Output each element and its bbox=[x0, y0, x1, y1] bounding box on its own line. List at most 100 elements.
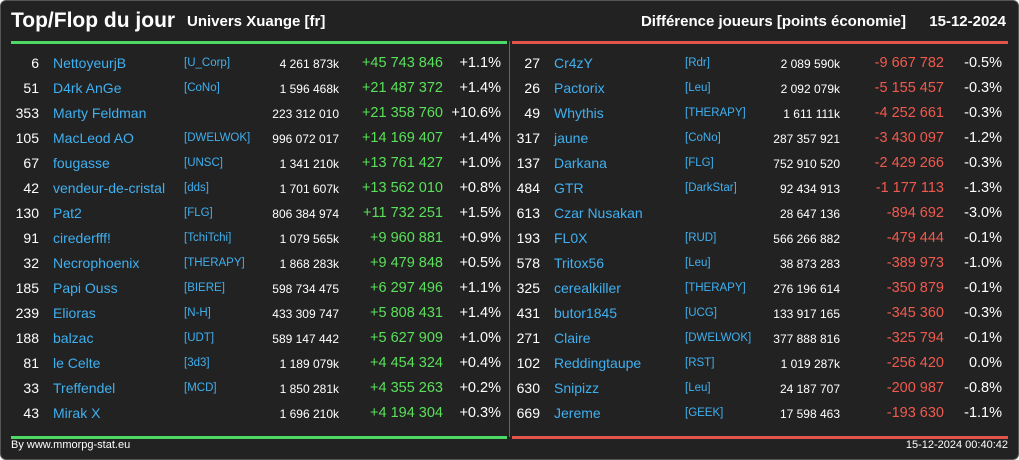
table-row: 6 NettoyeurjB [U_Corp] 4 261 873k +45 743 84… bbox=[11, 51, 507, 76]
player-name-link[interactable]: Snipizz bbox=[554, 380, 600, 396]
percent-cell: +1.4% bbox=[459, 305, 501, 321]
points-cell: 377 888 816 bbox=[773, 332, 840, 346]
points-cell: 806 384 974 bbox=[272, 207, 339, 221]
alliance-link[interactable]: [Leu] bbox=[685, 82, 711, 94]
player-name-link[interactable]: Claire bbox=[554, 330, 591, 346]
alliance-link[interactable]: [DWELWOK] bbox=[184, 132, 251, 144]
player-name-link[interactable]: jaune bbox=[554, 130, 589, 146]
percent-cell: +0.9% bbox=[459, 230, 501, 246]
delta-cell: +21 487 372 bbox=[361, 80, 443, 96]
alliance-link[interactable]: [dds] bbox=[184, 182, 209, 194]
alliance-link[interactable]: [UNSC] bbox=[184, 157, 223, 169]
player-name-link[interactable]: Pactorix bbox=[554, 80, 605, 96]
points-cell: 1 611 111k bbox=[783, 107, 840, 121]
percent-cell: -1.2% bbox=[964, 130, 1002, 146]
player-name-link[interactable]: cirederfff! bbox=[53, 230, 111, 246]
delta-cell: -193 630 bbox=[886, 405, 944, 421]
alliance-link[interactable]: [UCG] bbox=[685, 307, 717, 319]
alliance-link[interactable]: [DWELWOK] bbox=[685, 332, 752, 344]
delta-cell: -4 252 661 bbox=[874, 105, 944, 121]
percent-cell: +1.0% bbox=[459, 155, 501, 171]
player-name-link[interactable]: vendeur-de-cristal bbox=[53, 180, 166, 196]
alliance-link[interactable]: [3d3] bbox=[184, 357, 210, 369]
alliance-link[interactable]: [FLG] bbox=[184, 207, 213, 219]
alliance-link[interactable]: [UDT] bbox=[184, 332, 215, 344]
player-name-link[interactable]: fougasse bbox=[53, 155, 110, 171]
player-name-link[interactable]: Pat2 bbox=[53, 205, 82, 221]
alliance-link[interactable]: [FLG] bbox=[685, 157, 714, 169]
table-row: 239 Elioras [N-H] 433 309 747 +5 808 431 +1.4… bbox=[11, 301, 507, 326]
player-name-link[interactable]: Reddingtaupe bbox=[554, 355, 642, 371]
delta-cell: -2 429 266 bbox=[874, 155, 944, 171]
delta-cell: -1 177 113 bbox=[875, 180, 944, 196]
rank-cell: 431 bbox=[516, 305, 540, 321]
alliance-link[interactable]: [BIERE] bbox=[184, 282, 225, 294]
rank-cell: 81 bbox=[23, 355, 39, 371]
alliance-link[interactable]: [RUD] bbox=[685, 232, 717, 244]
player-name-link[interactable]: Tritox56 bbox=[554, 255, 605, 271]
alliance-link[interactable]: [RST] bbox=[685, 357, 715, 369]
alliance-link[interactable]: [THERAPY] bbox=[685, 282, 746, 294]
player-name-link[interactable]: NettoyeurjB bbox=[53, 55, 127, 71]
table-row: 317 jaune [CoNo] 287 357 921 -3 430 097 -1.2% bbox=[512, 126, 1008, 151]
alliance-link[interactable]: [N-H] bbox=[184, 307, 211, 319]
alliance-link[interactable]: [CoNo] bbox=[685, 132, 721, 144]
points-cell: 4 261 873k bbox=[279, 57, 339, 71]
player-name-link[interactable]: Necrophoenix bbox=[53, 255, 140, 271]
delta-cell: -479 444 bbox=[886, 230, 944, 246]
delta-cell: -894 692 bbox=[886, 205, 944, 221]
player-name-link[interactable]: balzac bbox=[53, 330, 94, 346]
player-name-link[interactable]: GTR bbox=[554, 180, 584, 196]
player-name-link[interactable]: FL0X bbox=[554, 230, 588, 246]
player-name-link[interactable]: MacLeod AO bbox=[53, 130, 134, 146]
delta-cell: +4 454 324 bbox=[370, 355, 443, 371]
alliance-link[interactable]: [GEEK] bbox=[685, 407, 724, 419]
alliance-link[interactable]: [TchiTchi] bbox=[184, 232, 232, 244]
player-name-link[interactable]: Treffendel bbox=[53, 380, 116, 396]
rank-cell: 669 bbox=[516, 405, 540, 421]
alliance-link[interactable]: [Rdr] bbox=[685, 57, 710, 69]
flop-list: 27 Cr4zY [Rdr] 2 089 590k -9 667 782 -0.5% 26 P… bbox=[512, 51, 1008, 426]
player-name-link[interactable]: Darkana bbox=[554, 155, 607, 171]
player-name-link[interactable]: cerealkiller bbox=[554, 280, 621, 296]
percent-cell: +0.5% bbox=[459, 255, 501, 271]
table-row: 130 Pat2 [FLG] 806 384 974 +11 732 251 +1.5% bbox=[11, 201, 507, 226]
table-row: 137 Darkana [FLG] 752 910 520 -2 429 266 -0.3… bbox=[512, 151, 1008, 176]
player-name-link[interactable]: Papi Ouss bbox=[53, 280, 118, 296]
alliance-link[interactable]: [THERAPY] bbox=[184, 257, 245, 269]
delta-cell: +5 627 909 bbox=[370, 330, 443, 346]
percent-cell: +1.4% bbox=[459, 130, 501, 146]
alliance-link[interactable]: [Leu] bbox=[685, 257, 711, 269]
table-row: 669 Jereme [GEEK] 17 598 463 -193 630 -1.1% bbox=[512, 401, 1008, 426]
player-name-link[interactable]: Mirak X bbox=[53, 405, 101, 421]
player-name-link[interactable]: Jereme bbox=[554, 405, 601, 421]
points-cell: 276 196 614 bbox=[773, 282, 840, 296]
rank-cell: 578 bbox=[516, 255, 540, 271]
alliance-link[interactable]: [Leu] bbox=[685, 382, 711, 394]
rank-cell: 137 bbox=[516, 155, 540, 171]
alliance-link[interactable]: [CoNo] bbox=[184, 82, 220, 94]
rank-cell: 105 bbox=[15, 130, 39, 146]
player-name-link[interactable]: Cr4zY bbox=[554, 55, 593, 71]
points-cell: 589 147 442 bbox=[272, 332, 339, 346]
points-cell: 133 917 165 bbox=[773, 307, 840, 321]
percent-cell: +10.6% bbox=[451, 105, 501, 121]
player-name-link[interactable]: D4rk AnGe bbox=[53, 80, 122, 96]
player-name-link[interactable]: Marty Feldman bbox=[53, 105, 147, 121]
top-list: 6 NettoyeurjB [U_Corp] 4 261 873k +45 743 84… bbox=[11, 51, 507, 426]
player-name-link[interactable]: Elioras bbox=[53, 305, 96, 321]
rank-cell: 630 bbox=[516, 380, 540, 396]
player-name-link[interactable]: butor1845 bbox=[554, 305, 618, 321]
player-name-link[interactable]: Czar Nusakan bbox=[554, 205, 643, 221]
table-row: 33 Treffendel [MCD] 1 850 281k +4 355 263 +0.… bbox=[11, 376, 507, 401]
alliance-link[interactable]: [U_Corp] bbox=[184, 57, 231, 69]
player-name-link[interactable]: le Celte bbox=[53, 355, 101, 371]
delta-cell: -256 420 bbox=[886, 355, 944, 371]
player-name-link[interactable]: Whythis bbox=[554, 105, 604, 121]
alliance-link[interactable]: [DarkStar] bbox=[685, 182, 737, 194]
points-cell: 1 868 283k bbox=[279, 257, 339, 271]
alliance-link[interactable]: [THERAPY] bbox=[685, 107, 746, 119]
alliance-link[interactable]: [MCD] bbox=[184, 382, 217, 394]
percent-cell: -0.3% bbox=[964, 105, 1002, 121]
